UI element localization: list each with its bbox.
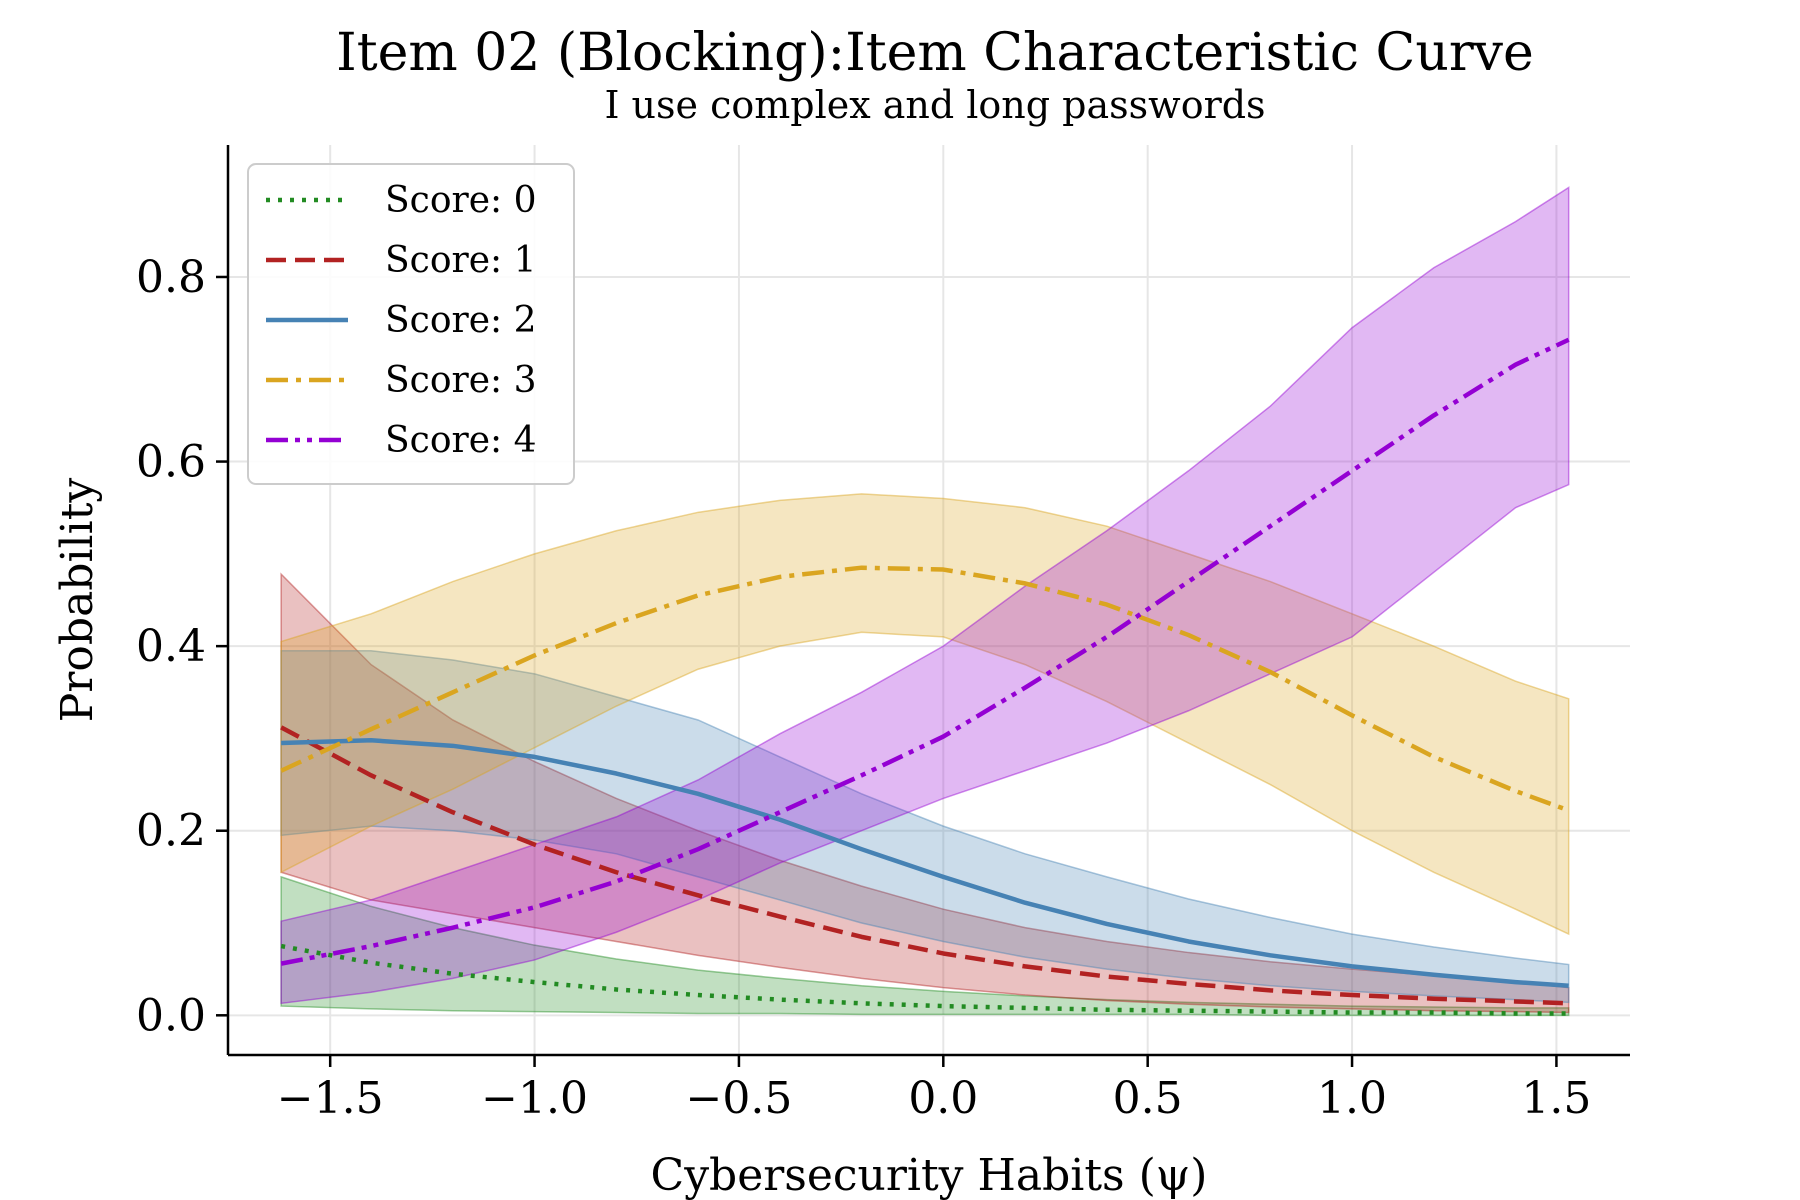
x-axis-label: Cybersecurity Habits (ψ) bbox=[651, 1150, 1208, 1200]
legend-frame bbox=[247, 163, 575, 485]
band-score-0 bbox=[280, 875, 1570, 1017]
y-tick-label: 0.2 bbox=[136, 806, 206, 857]
line-score-2 bbox=[281, 738, 1569, 989]
confidence-bands bbox=[280, 186, 1570, 1017]
band-score-2 bbox=[280, 650, 1570, 1004]
band-score-4 bbox=[280, 186, 1570, 1005]
legend: Score: 0 Score: 1 Score: 2 Score: 3 Score: 4 bbox=[247, 163, 575, 485]
x-tick-label: 1.5 bbox=[1521, 1073, 1591, 1124]
legend-label-score-3: Score: 3 bbox=[385, 360, 537, 401]
y-axis-label: Probability bbox=[52, 478, 103, 723]
x-ticks: −1.5 −1.0 −0.5 0.0 0.5 1.0 1.5 bbox=[277, 1055, 1591, 1124]
line-score-4 bbox=[280, 337, 1570, 966]
x-tick-label: 0.5 bbox=[1113, 1073, 1183, 1124]
x-tick-label: 1.0 bbox=[1317, 1073, 1387, 1124]
x-tick-label: −0.5 bbox=[686, 1073, 793, 1124]
legend-label-score-1: Score: 1 bbox=[385, 240, 537, 281]
line-score-1 bbox=[280, 725, 1569, 1006]
x-tick-label: 0.0 bbox=[908, 1073, 978, 1124]
chart-title: Item 02 (Blocking):Item Characteristic C… bbox=[336, 23, 1534, 83]
series-lines bbox=[280, 337, 1570, 1016]
band-score-3 bbox=[280, 493, 1570, 936]
band-score-1 bbox=[280, 572, 1570, 1014]
y-tick-label: 0.6 bbox=[136, 437, 206, 488]
legend-label-score-0: Score: 0 bbox=[385, 180, 537, 221]
legend-label-score-2: Score: 2 bbox=[385, 300, 537, 341]
y-tick-label: 0.4 bbox=[136, 621, 206, 672]
legend-label-score-4: Score: 4 bbox=[385, 420, 537, 461]
y-tick-label: 0.0 bbox=[136, 990, 206, 1041]
line-score-0 bbox=[280, 943, 1569, 1016]
y-ticks: 0.0 0.2 0.4 0.6 0.8 bbox=[136, 252, 228, 1041]
x-tick-label: −1.5 bbox=[277, 1073, 384, 1124]
x-tick-label: −1.0 bbox=[481, 1073, 588, 1124]
chart-subtitle: I use complex and long passwords bbox=[604, 83, 1265, 127]
y-tick-label: 0.8 bbox=[136, 252, 206, 303]
line-score-3 bbox=[280, 565, 1570, 813]
